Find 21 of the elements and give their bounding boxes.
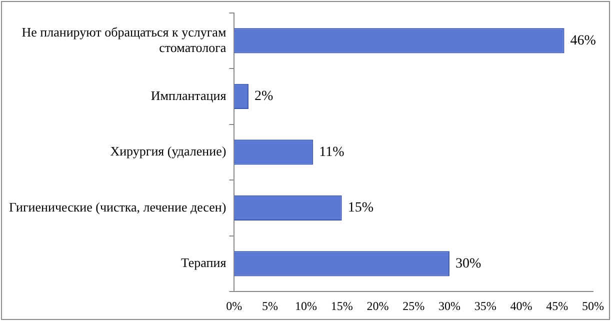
x-tick-label: 5% xyxy=(262,298,278,313)
x-tick-label: 0% xyxy=(226,298,242,313)
data-label: 30% xyxy=(455,256,482,272)
y-tick-label: Имплантация xyxy=(150,88,226,103)
x-tick-label: 50% xyxy=(582,298,604,313)
y-tick-label: Хирургия (удаление) xyxy=(110,144,226,159)
x-tick-label: 30% xyxy=(438,298,460,313)
x-tick-label: 10% xyxy=(294,298,317,313)
data-label: 15% xyxy=(348,200,374,216)
x-tick-label: 45% xyxy=(546,298,568,313)
data-label: 11% xyxy=(319,144,345,160)
x-tick-label: 20% xyxy=(366,298,389,313)
x-tick-label: 15% xyxy=(330,298,353,313)
y-tick-label: Не планируют обращаться к услугам стоматолога xyxy=(22,24,226,55)
x-tick-label: 35% xyxy=(474,298,496,313)
x-tick-label: 40% xyxy=(510,298,532,313)
data-label: 2% xyxy=(254,89,274,104)
data-label: 46% xyxy=(570,33,596,48)
y-tick-label: Гигиенические (чистка, лечение десен) xyxy=(8,199,226,214)
x-tick-label: 25% xyxy=(402,298,425,313)
y-tick-label: Терапия xyxy=(180,255,226,270)
